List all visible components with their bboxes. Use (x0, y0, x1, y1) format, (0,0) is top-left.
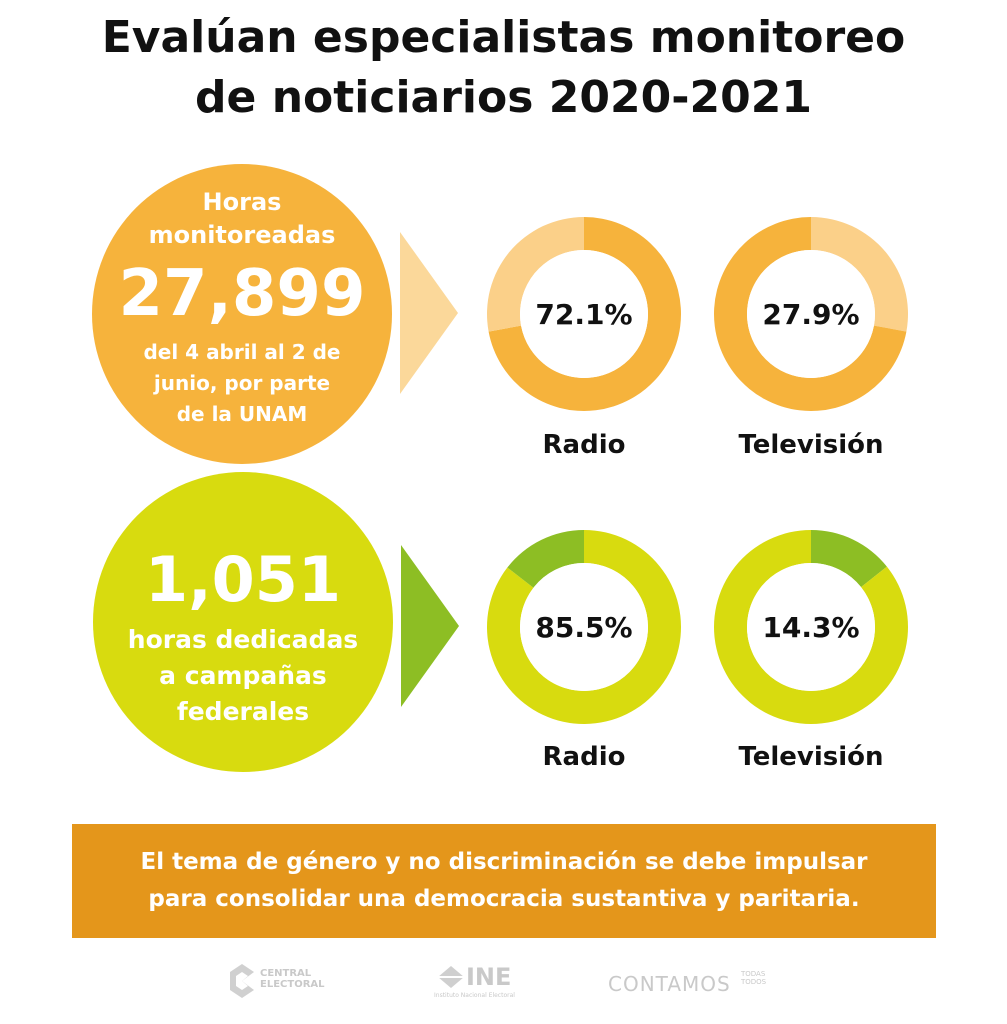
donut-label-television: Televisión (738, 742, 884, 772)
hours-monitored-value: 27,899 (118, 257, 366, 331)
logo-text-line: CENTRAL (260, 968, 312, 979)
subtitle-line: junio, por parte (153, 371, 331, 395)
donut-slice (487, 217, 584, 332)
donut-label-radio: Radio (542, 742, 626, 772)
banner-line-1: El tema de género y no discriminación se… (140, 849, 868, 875)
television-share-donut: 27.9% (714, 217, 908, 411)
radio-share-donut: 72.1% (487, 217, 681, 411)
subtitle-line: horas dedicadas (127, 625, 359, 654)
campaign-hours-subtitle: horas dedicadas a campañas federales (93, 622, 393, 730)
hours-label-line-1: Horas (202, 188, 282, 216)
contamos-text: CONTAMOS (608, 972, 731, 996)
donut-slice (811, 217, 908, 332)
subtitle-line: a campañas (159, 661, 327, 690)
logo-text-line: TODOS (741, 978, 767, 986)
contamos-logo: CONTAMOS TODAS TODOS (608, 960, 798, 1004)
donut-slice (507, 530, 584, 588)
ine-subtitle: Instituto Nacional Electoral (434, 992, 515, 999)
hours-label-line-2: monitoreadas (148, 221, 336, 249)
donut-hole (747, 250, 875, 378)
donut-hole (520, 250, 648, 378)
radio-campaign-donut: 85.5% (486, 530, 681, 724)
title-line-2: de noticiarios 2020-2021 (195, 72, 812, 123)
logo-text-line: TODAS (741, 970, 766, 978)
banner-line-2: para consolidar una democracia sustantiv… (148, 886, 860, 912)
logo-text-line: ELECTORAL (260, 979, 325, 990)
arrow-right-icon (401, 545, 459, 707)
ine-logo: INE Instituto Nacional Electoral (432, 960, 542, 1004)
hours-monitored-circle: Horas monitoreadas 27,899 del 4 abril al… (92, 164, 392, 464)
television-campaign-donut: 14.3% (714, 530, 908, 724)
campaign-hours-circle: 1,051 horas dedicadas a campañas federal… (93, 472, 393, 772)
subtitle-line: federales (176, 697, 310, 726)
subtitle-line: del 4 abril al 2 de (143, 340, 341, 364)
central-electoral-logo: CENTRAL ELECTORAL (228, 960, 338, 1004)
central-electoral-text: CENTRAL ELECTORAL (260, 968, 325, 990)
donut-percentage-label: 85.5% (535, 611, 632, 644)
donut-slice (714, 530, 908, 724)
donut-hole (520, 563, 648, 691)
donut-hole (747, 563, 875, 691)
arrow-right-icon (400, 232, 458, 394)
donut-label-television: Televisión (738, 430, 884, 460)
donut-slice (486, 530, 681, 724)
title-line-1: Evalúan especialistas monitoreo (101, 12, 906, 63)
donut-percentage-label: 72.1% (535, 298, 632, 331)
donut-label-radio: Radio (542, 430, 626, 460)
donut-percentage-label: 14.3% (762, 611, 859, 644)
donut-slice (714, 217, 907, 411)
campaign-hours-value: 1,051 (144, 543, 342, 616)
ine-mark-icon (438, 966, 464, 988)
hours-monitored-subtitle: del 4 abril al 2 de junio, por parte de … (92, 337, 392, 430)
donut-percentage-label: 27.9% (762, 298, 859, 331)
message-banner: El tema de género y no discriminación se… (72, 824, 936, 938)
central-electoral-mark-icon (230, 964, 254, 998)
page-title: Evalúan especialistas monitoreo de notic… (0, 8, 1007, 128)
contamos-subtitle: TODAS TODOS (741, 970, 766, 986)
donut-slice (811, 530, 887, 588)
ine-text: INE (466, 963, 512, 991)
subtitle-line: de la UNAM (176, 402, 308, 426)
donut-slice (488, 217, 681, 411)
